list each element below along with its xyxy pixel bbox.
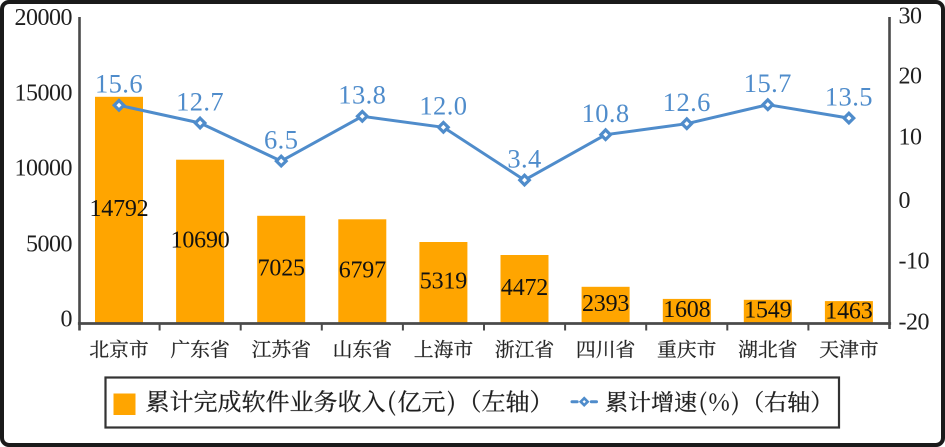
svg-text:12.6: 12.6 [663, 87, 711, 117]
svg-text:1549: 1549 [744, 298, 791, 324]
svg-text:10000: 10000 [15, 156, 73, 182]
svg-text:2393: 2393 [582, 291, 629, 317]
svg-text:20: 20 [899, 64, 923, 90]
svg-text:14792: 14792 [89, 196, 148, 222]
svg-text:15.7: 15.7 [744, 68, 792, 98]
svg-text:3.4: 3.4 [507, 143, 541, 173]
svg-text:20000: 20000 [15, 5, 73, 31]
svg-text:-10: -10 [899, 249, 930, 275]
svg-text:12.0: 12.0 [419, 91, 467, 121]
svg-text:0: 0 [61, 307, 73, 333]
svg-text:-20: -20 [899, 310, 930, 336]
svg-text:30: 30 [899, 4, 923, 30]
svg-text:10.8: 10.8 [582, 98, 630, 128]
svg-text:5000: 5000 [26, 231, 73, 257]
svg-text:10: 10 [899, 125, 923, 151]
svg-text:6.5: 6.5 [264, 124, 298, 154]
svg-text:10690: 10690 [171, 228, 230, 254]
svg-text:15.6: 15.6 [95, 69, 143, 99]
svg-text:15000: 15000 [15, 81, 73, 107]
svg-text:1463: 1463 [825, 298, 872, 324]
svg-text:6797: 6797 [339, 257, 386, 283]
svg-text:5319: 5319 [420, 269, 467, 295]
svg-text:0: 0 [899, 188, 911, 214]
svg-text:13.8: 13.8 [338, 80, 386, 110]
svg-text:12.7: 12.7 [176, 86, 224, 116]
svg-text:4472: 4472 [501, 275, 548, 301]
svg-text:13.5: 13.5 [825, 81, 873, 111]
svg-text:1608: 1608 [663, 297, 710, 323]
svg-text:7025: 7025 [258, 256, 305, 282]
